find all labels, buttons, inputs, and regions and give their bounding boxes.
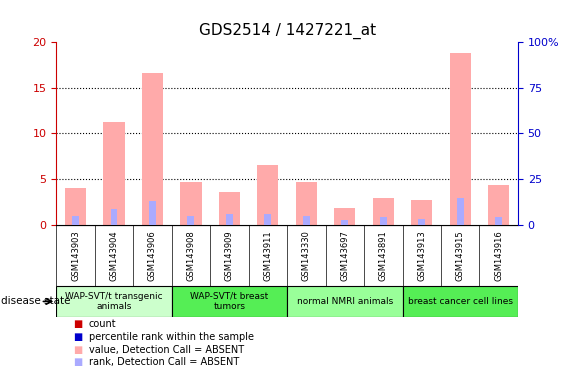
Text: GSM143911: GSM143911 <box>263 230 272 281</box>
Text: breast cancer cell lines: breast cancer cell lines <box>408 297 513 306</box>
Bar <box>172 286 287 317</box>
Text: GSM143330: GSM143330 <box>302 230 311 281</box>
Text: GSM143909: GSM143909 <box>225 230 234 281</box>
Bar <box>104 122 124 225</box>
Bar <box>296 182 317 225</box>
Text: ■: ■ <box>73 358 82 367</box>
Text: count: count <box>89 319 117 329</box>
Text: GSM143904: GSM143904 <box>110 230 118 281</box>
Bar <box>488 185 510 225</box>
Text: normal NMRI animals: normal NMRI animals <box>297 297 393 306</box>
Text: disease state: disease state <box>1 296 70 306</box>
Bar <box>265 214 271 225</box>
Bar <box>341 220 348 225</box>
Bar <box>303 217 310 225</box>
Bar <box>180 182 202 225</box>
Bar <box>495 217 502 225</box>
Bar <box>257 166 279 225</box>
Text: value, Detection Call = ABSENT: value, Detection Call = ABSENT <box>89 345 244 355</box>
Text: GSM143915: GSM143915 <box>456 230 464 281</box>
Bar <box>380 217 387 225</box>
Text: GSM143913: GSM143913 <box>417 230 426 281</box>
Bar <box>334 208 355 225</box>
Bar <box>403 286 518 317</box>
Bar <box>373 198 394 225</box>
Text: rank, Detection Call = ABSENT: rank, Detection Call = ABSENT <box>89 358 239 367</box>
Bar <box>187 217 194 225</box>
Text: WAP-SVT/t transgenic
animals: WAP-SVT/t transgenic animals <box>65 292 163 311</box>
Bar <box>226 214 233 225</box>
Text: GSM143697: GSM143697 <box>341 230 349 281</box>
Text: GSM143906: GSM143906 <box>148 230 157 281</box>
Bar <box>56 286 172 317</box>
Text: GSM143916: GSM143916 <box>494 230 503 281</box>
Bar <box>72 215 79 225</box>
Bar <box>110 209 118 225</box>
Text: ■: ■ <box>73 332 82 342</box>
Bar <box>142 73 163 225</box>
Text: WAP-SVT/t breast
tumors: WAP-SVT/t breast tumors <box>190 292 269 311</box>
Bar <box>149 201 156 225</box>
Bar <box>219 192 240 225</box>
Text: GSM143908: GSM143908 <box>186 230 195 281</box>
Bar <box>450 53 471 225</box>
Text: GSM143903: GSM143903 <box>71 230 80 281</box>
Text: percentile rank within the sample: percentile rank within the sample <box>89 332 254 342</box>
Bar <box>457 198 464 225</box>
Bar <box>287 286 403 317</box>
Text: GSM143891: GSM143891 <box>379 230 388 281</box>
Bar <box>418 219 425 225</box>
Title: GDS2514 / 1427221_at: GDS2514 / 1427221_at <box>199 23 376 40</box>
Text: ■: ■ <box>73 345 82 355</box>
Bar <box>411 200 432 225</box>
Text: ■: ■ <box>73 319 82 329</box>
Bar <box>65 188 86 225</box>
